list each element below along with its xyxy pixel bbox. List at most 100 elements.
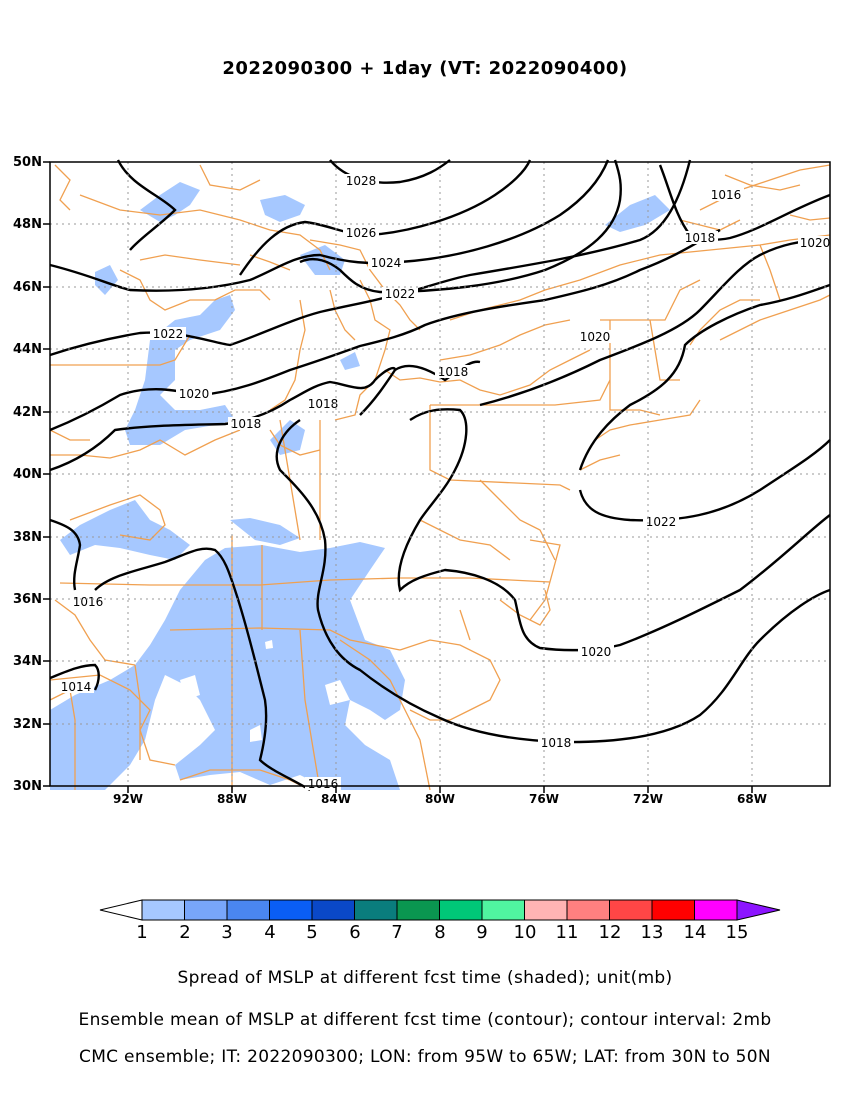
svg-text:1018: 1018	[685, 231, 716, 245]
boundaries	[49, 164, 831, 791]
contour-label-1022-b: 1022	[150, 327, 186, 341]
svg-text:1020: 1020	[580, 330, 611, 344]
contour-label-1024: 1024	[368, 256, 404, 270]
colorbar-label-6: 6	[349, 922, 361, 943]
contour-1020-ne	[479, 238, 831, 407]
shade-west-band	[60, 500, 190, 560]
contour-label-1018-c: 1018	[435, 365, 471, 379]
contour-label-1020-s: 1020	[578, 645, 614, 659]
contour-1020-mid	[397, 408, 831, 652]
svg-text:1018: 1018	[231, 417, 262, 431]
lon-label-84w: 84W	[321, 792, 351, 806]
lat-label-40n: 40N	[13, 467, 42, 482]
contour-1020-west	[49, 228, 721, 432]
colorbar-box	[694, 899, 738, 921]
contour-1024	[49, 159, 610, 292]
plot-title: 2022090300 + 1day (VT: 2022090400)	[222, 58, 628, 79]
colorbar-box	[609, 899, 653, 921]
lon-label-72w: 72W	[633, 792, 663, 806]
colorbar-label-3: 3	[221, 922, 233, 943]
contour-label-1018-a: 1018	[228, 417, 264, 431]
lon-label-76w: 76W	[529, 792, 559, 806]
colorbar-box	[396, 899, 440, 921]
colorbar-box	[184, 899, 228, 921]
svg-text:1026: 1026	[346, 226, 377, 240]
colorbar-label-7: 7	[391, 922, 403, 943]
contour-label-1026: 1026	[343, 226, 379, 240]
contour-1016-west	[49, 518, 82, 591]
svg-text:1028: 1028	[346, 174, 377, 188]
colorbar-label-15: 15	[725, 922, 749, 943]
colorbar-box	[566, 899, 610, 921]
lat-label-48n: 48N	[13, 217, 42, 232]
contour-1018-west	[49, 366, 397, 472]
svg-text:1016: 1016	[711, 188, 742, 202]
shade-superior	[260, 195, 305, 222]
colorbar-box	[524, 899, 568, 921]
mslp-contours	[49, 159, 831, 792]
caption-ensemble: CMC ensemble; IT: 2022090300; LON: from …	[79, 1047, 771, 1067]
contour-label-1018-s: 1018	[538, 736, 574, 750]
lat-lon-grid	[50, 162, 830, 786]
colorbar-label-13: 13	[640, 922, 664, 943]
colorbar-box	[481, 899, 525, 921]
colorbar	[99, 899, 781, 921]
caption-contour: Ensemble mean of MSLP at different fcst …	[78, 1010, 772, 1030]
colorbar-boxes	[141, 899, 738, 921]
colorbar-label-9: 9	[476, 922, 488, 943]
svg-text:1020: 1020	[581, 645, 612, 659]
svg-text:1016: 1016	[73, 595, 104, 609]
contour-1022-east	[578, 283, 831, 471]
colorbar-box	[651, 899, 695, 921]
svg-text:1022: 1022	[385, 287, 416, 301]
contour-1024-b	[299, 159, 622, 294]
colorbar-box	[311, 899, 355, 921]
svg-text:1016: 1016	[308, 777, 339, 791]
contour-1028	[329, 159, 451, 184]
contour-label-1018-ne: 1018	[682, 231, 718, 245]
svg-text:1022: 1022	[646, 515, 677, 529]
contour-1014	[49, 663, 100, 691]
svg-text:1014: 1014	[61, 680, 92, 694]
lat-label-36n: 36N	[13, 592, 42, 607]
spread-shading	[50, 182, 670, 790]
colorbar-box	[269, 899, 313, 921]
contour-1026-west	[116, 159, 177, 251]
shade-dakota	[95, 265, 118, 295]
svg-text:1020: 1020	[179, 387, 210, 401]
contour-labels: 1028 1026 1024 1022 1022 1020 1020 1018 …	[58, 174, 830, 791]
contour-label-1020-b: 1020	[577, 330, 613, 344]
colorbar-box	[226, 899, 270, 921]
colorbar-label-10: 10	[513, 922, 537, 943]
shade-huron	[340, 352, 360, 370]
colorbar-box	[141, 899, 185, 921]
svg-text:1018: 1018	[541, 736, 572, 750]
contour-label-1020-a: 1020	[176, 387, 212, 401]
shade-quebec	[605, 195, 670, 232]
colorbar-label-8: 8	[434, 922, 446, 943]
colorbar-label-4: 4	[264, 922, 276, 943]
colorbar-label-2: 2	[179, 922, 191, 943]
svg-text:1022: 1022	[153, 327, 184, 341]
colorbar-high-arrow	[736, 899, 781, 921]
lon-label-68w: 68W	[737, 792, 767, 806]
svg-text:1024: 1024	[371, 256, 402, 270]
lat-label-34n: 34N	[13, 654, 42, 669]
lat-label-50n: 50N	[13, 155, 42, 170]
contour-label-1028: 1028	[343, 174, 379, 188]
colorbar-label-14: 14	[683, 922, 707, 943]
colorbar-box	[354, 899, 398, 921]
lat-label-38n: 38N	[13, 530, 42, 545]
colorbar-box	[439, 899, 483, 921]
contour-1018-ohio	[275, 419, 831, 744]
contour-1016-sw	[94, 547, 311, 792]
axis-ticks	[43, 161, 753, 793]
contour-label-1014: 1014	[58, 680, 94, 694]
contour-label-1022-a: 1022	[382, 287, 418, 301]
colorbar-label-1: 1	[136, 922, 148, 943]
lat-label-46n: 46N	[13, 280, 42, 295]
shade-ohio-valley	[230, 518, 300, 545]
caption-shading: Spread of MSLP at different fcst time (s…	[177, 968, 673, 988]
